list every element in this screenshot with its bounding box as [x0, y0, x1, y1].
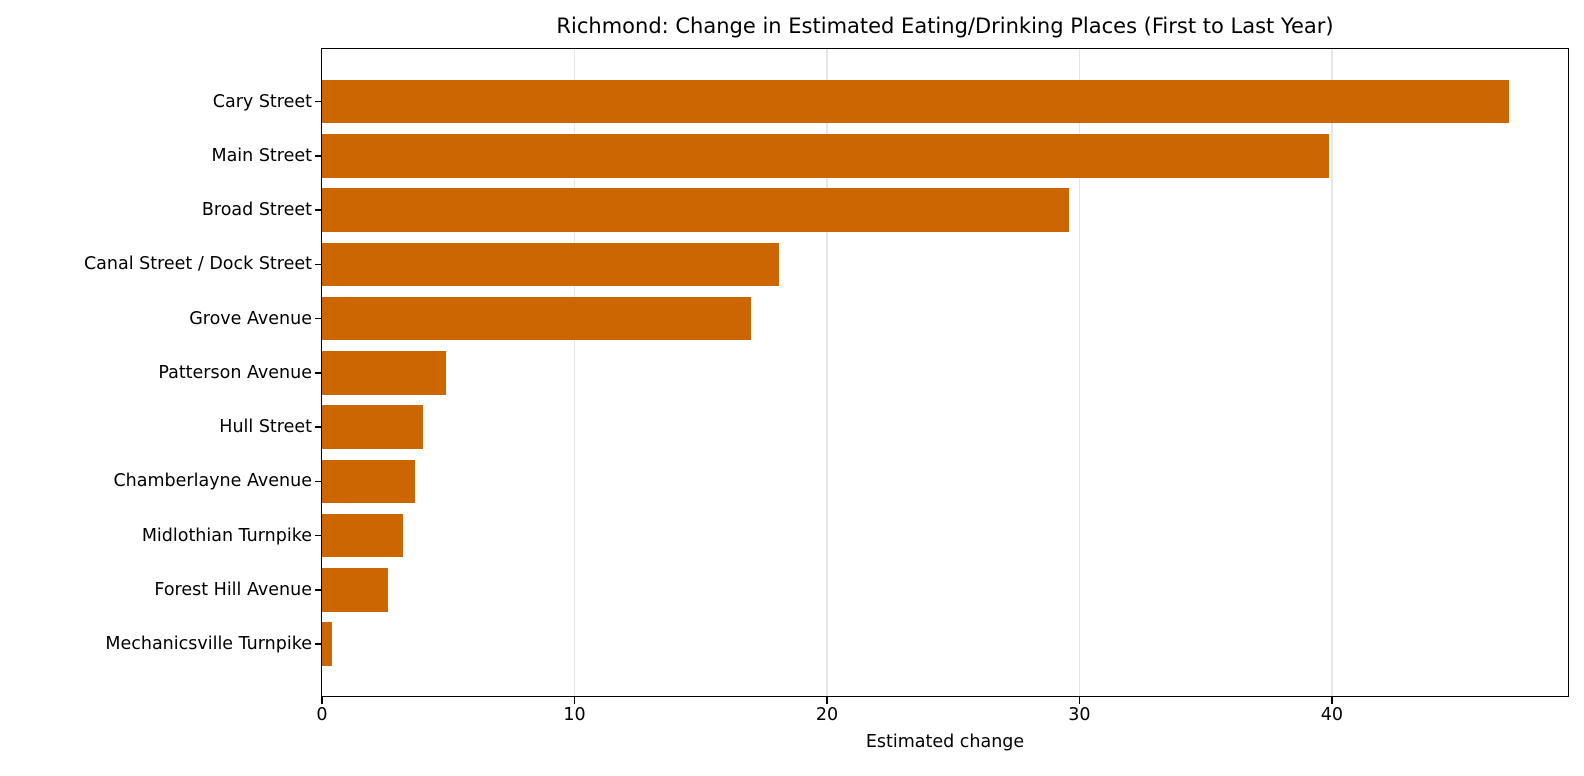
bar [322, 79, 1509, 124]
x-gridline [573, 49, 576, 696]
y-tick [315, 263, 322, 266]
bar [322, 296, 752, 341]
y-tick [315, 155, 322, 157]
y-tick [315, 317, 322, 320]
chart-title: Richmond: Change in Estimated Eating/Dri… [556, 14, 1334, 38]
plot-area [322, 49, 1568, 696]
x-tick [321, 697, 323, 704]
bar [322, 513, 403, 558]
y-tick [315, 100, 322, 103]
bar [322, 405, 423, 449]
x-tick-label: 20 [815, 705, 839, 725]
x-tick-label: 40 [1320, 705, 1344, 725]
y-tick [315, 588, 322, 591]
bar [322, 134, 1330, 178]
y-tick-label: Main Street [211, 145, 312, 166]
x-gridline [1331, 49, 1333, 696]
x-tick-label: 0 [316, 705, 328, 725]
bar [322, 459, 416, 504]
bar [322, 568, 388, 612]
y-tick-label: Midlothian Turnpike [141, 525, 312, 546]
x-gridline [826, 49, 828, 696]
x-tick [1331, 697, 1333, 704]
y-tick [315, 426, 322, 428]
bar [322, 351, 446, 395]
bar [322, 188, 1070, 232]
y-tick [315, 372, 322, 374]
y-tick-label: Broad Street [201, 200, 312, 221]
y-tick [315, 534, 322, 537]
y-tick-label: Grove Avenue [189, 308, 312, 329]
bar [322, 242, 779, 287]
x-tick-label: 30 [1068, 705, 1091, 725]
x-tick [826, 697, 828, 704]
y-tick-label: Chamberlayne Avenue [113, 471, 312, 492]
y-tick-label: Canal Street / Dock Street [83, 254, 312, 275]
y-tick-label: Cary Street [212, 91, 312, 112]
y-tick-label: Mechanicsville Turnpike [105, 634, 312, 654]
y-tick [315, 643, 322, 645]
x-tick-label: 10 [563, 705, 586, 725]
y-tick-label: Patterson Avenue [158, 362, 312, 383]
y-tick [315, 480, 322, 483]
x-tick [1078, 697, 1081, 704]
y-tick-label: Hull Street [219, 417, 312, 438]
x-tick [573, 697, 576, 704]
y-tick-label: Forest Hill Avenue [154, 579, 312, 600]
bar [322, 622, 333, 666]
y-tick [315, 209, 322, 211]
x-gridline [1078, 49, 1081, 696]
x-axis-label: Estimated change [865, 732, 1025, 752]
